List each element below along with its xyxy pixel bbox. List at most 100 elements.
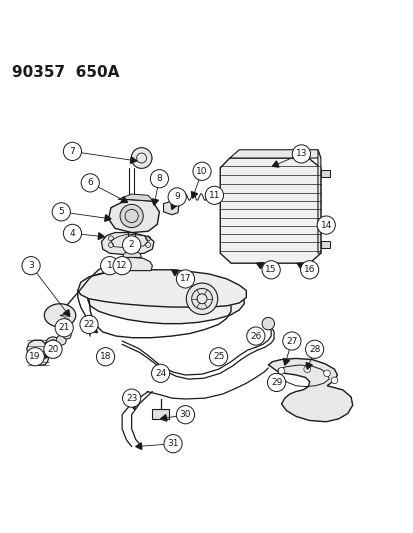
Circle shape	[205, 186, 223, 204]
Text: 20: 20	[47, 345, 59, 354]
Circle shape	[261, 261, 280, 279]
Text: 13: 13	[295, 149, 306, 158]
Text: 16: 16	[303, 265, 315, 274]
Polygon shape	[317, 150, 320, 253]
Circle shape	[100, 256, 119, 275]
Polygon shape	[191, 192, 197, 198]
Polygon shape	[111, 257, 152, 271]
Text: 14: 14	[320, 221, 331, 230]
Text: 23: 23	[126, 394, 137, 402]
Circle shape	[282, 332, 300, 350]
Polygon shape	[130, 403, 136, 409]
Circle shape	[176, 270, 194, 288]
Polygon shape	[122, 251, 141, 257]
Circle shape	[96, 348, 114, 366]
Polygon shape	[171, 203, 177, 209]
Polygon shape	[272, 161, 278, 167]
Polygon shape	[152, 199, 158, 205]
Polygon shape	[118, 194, 154, 203]
Polygon shape	[152, 409, 169, 419]
Text: 18: 18	[100, 352, 111, 361]
Text: 5: 5	[58, 207, 64, 216]
Circle shape	[209, 348, 227, 366]
Polygon shape	[135, 443, 142, 449]
Circle shape	[164, 434, 182, 453]
Circle shape	[267, 373, 285, 392]
Circle shape	[316, 216, 335, 234]
Text: 19: 19	[29, 352, 41, 361]
Text: 11: 11	[208, 191, 220, 200]
Polygon shape	[44, 304, 76, 327]
Polygon shape	[98, 233, 104, 239]
Polygon shape	[229, 150, 320, 158]
Polygon shape	[297, 263, 303, 269]
Polygon shape	[121, 197, 127, 203]
Polygon shape	[90, 326, 97, 333]
Circle shape	[151, 364, 169, 382]
Circle shape	[305, 340, 323, 358]
Polygon shape	[63, 310, 69, 316]
Circle shape	[131, 148, 152, 168]
Circle shape	[278, 368, 284, 374]
Polygon shape	[101, 232, 154, 255]
Text: 4: 4	[69, 229, 75, 238]
Circle shape	[122, 389, 140, 407]
Circle shape	[186, 283, 217, 314]
Polygon shape	[220, 158, 320, 263]
Circle shape	[81, 174, 99, 192]
Polygon shape	[268, 358, 352, 422]
Polygon shape	[88, 271, 244, 324]
Text: 17: 17	[179, 274, 191, 284]
Polygon shape	[104, 215, 111, 221]
Polygon shape	[160, 415, 166, 421]
Text: 10: 10	[196, 167, 207, 176]
Circle shape	[26, 348, 44, 366]
Text: 26: 26	[249, 332, 261, 341]
Text: 15: 15	[265, 265, 276, 274]
Text: 22: 22	[83, 320, 95, 329]
Polygon shape	[130, 157, 136, 163]
Text: 29: 29	[270, 378, 282, 387]
Circle shape	[122, 236, 140, 254]
Text: 90357  650A: 90357 650A	[12, 65, 119, 80]
Circle shape	[192, 162, 211, 180]
Circle shape	[113, 256, 131, 275]
Text: 21: 21	[58, 324, 70, 332]
Text: 30: 30	[179, 410, 191, 419]
Circle shape	[323, 370, 330, 377]
Circle shape	[80, 316, 98, 334]
Circle shape	[56, 335, 66, 345]
Polygon shape	[108, 199, 159, 232]
Text: 24: 24	[154, 369, 166, 378]
Circle shape	[45, 337, 60, 352]
Circle shape	[303, 366, 310, 373]
Polygon shape	[163, 201, 178, 215]
Circle shape	[330, 377, 337, 384]
Text: 8: 8	[156, 174, 162, 183]
Text: 6: 6	[87, 179, 93, 188]
Circle shape	[22, 256, 40, 275]
Polygon shape	[171, 270, 178, 276]
Circle shape	[52, 203, 70, 221]
Circle shape	[63, 330, 71, 339]
Polygon shape	[27, 340, 49, 365]
Text: 3: 3	[28, 261, 34, 270]
Circle shape	[292, 145, 310, 163]
Polygon shape	[305, 362, 311, 369]
Polygon shape	[78, 270, 246, 307]
Circle shape	[150, 169, 168, 188]
Circle shape	[176, 406, 194, 424]
Circle shape	[120, 204, 143, 228]
Text: 7: 7	[69, 147, 75, 156]
Text: 27: 27	[285, 336, 297, 345]
Polygon shape	[320, 241, 330, 248]
Text: 12: 12	[116, 261, 128, 270]
Circle shape	[261, 318, 274, 330]
Circle shape	[55, 319, 73, 337]
Circle shape	[300, 261, 318, 279]
Circle shape	[246, 327, 264, 345]
Text: 9: 9	[174, 192, 180, 201]
Text: 28: 28	[308, 345, 320, 354]
Text: 25: 25	[212, 352, 224, 361]
Text: 1: 1	[107, 261, 112, 270]
